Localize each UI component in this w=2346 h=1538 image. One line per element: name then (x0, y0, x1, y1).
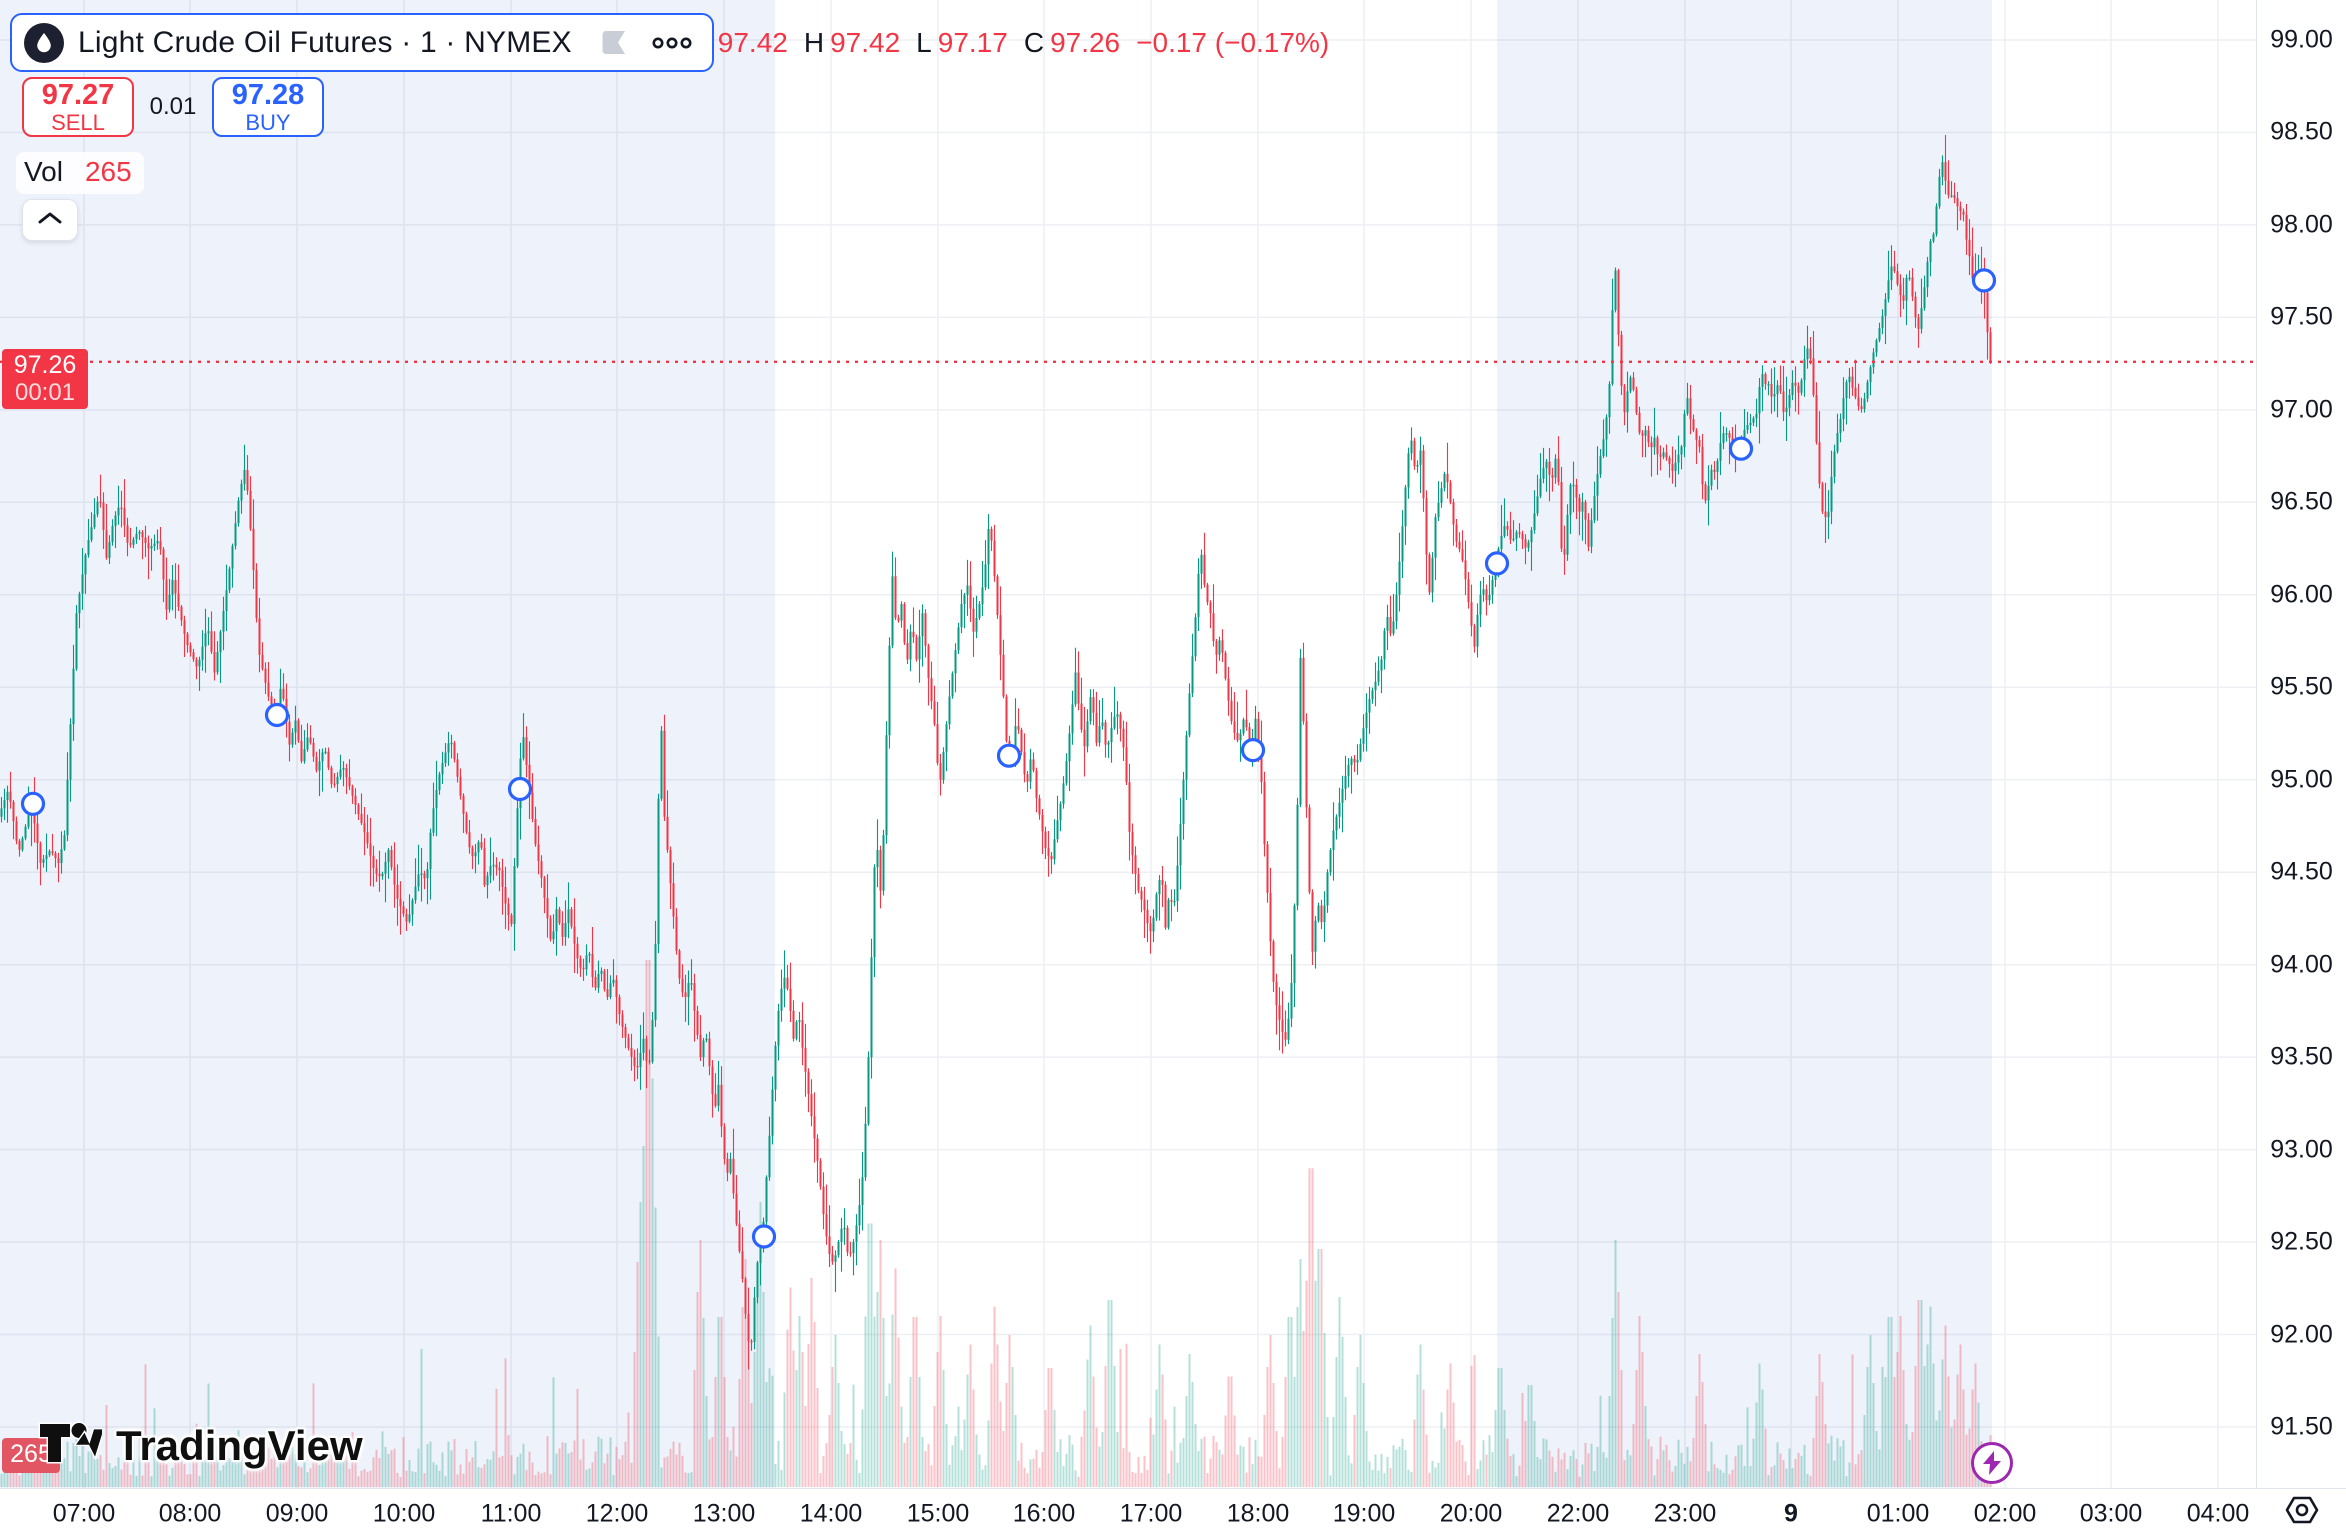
trade-marker[interactable] (751, 1224, 777, 1249)
close-value: 97.26 (1050, 27, 1121, 58)
sell-label: SELL (51, 109, 105, 135)
time-tick: 18:00 (1226, 1499, 1290, 1527)
price-tick: 99.00 (2270, 25, 2333, 54)
price-tick: 98.00 (2270, 210, 2333, 239)
trade-panel: 97.27 SELL 0.01 97.28 BUY (22, 77, 324, 137)
collapse-legend-button[interactable] (22, 199, 78, 241)
volume-value: 265 (84, 156, 132, 187)
trade-marker[interactable] (264, 702, 290, 728)
tradingview-wordmark: TradingView (116, 1421, 363, 1469)
trade-marker[interactable] (996, 743, 1022, 768)
bar-countdown: 00:01 (14, 378, 76, 406)
time-tick: 20:00 (1439, 1499, 1503, 1527)
buy-price: 97.28 (231, 79, 305, 112)
time-tick: 13:00 (692, 1499, 756, 1527)
price-tick: 94.00 (2270, 950, 2333, 979)
volume-study-legend[interactable]: Vol 265 (16, 152, 144, 194)
sell-button[interactable]: 97.27 SELL (22, 77, 134, 137)
price-tick: 96.00 (2270, 580, 2333, 609)
time-tick: 16:00 (1012, 1499, 1076, 1527)
gear-icon[interactable] (2282, 1490, 2322, 1535)
time-tick: 11:00 (480, 1499, 542, 1527)
time-axis[interactable]: 07:00 08:00 09:00 10:00 11:00 12:00 13:00 14:00… (0, 1488, 2346, 1538)
time-tick: 01:00 (1866, 1499, 1930, 1527)
close-label: C (1023, 27, 1045, 58)
price-tick: 93.50 (2270, 1042, 2333, 1071)
price-tick: 96.50 (2270, 487, 2333, 516)
more-options-icon[interactable] (652, 36, 692, 50)
high-label: H (803, 27, 825, 58)
time-tick: 17:00 (1119, 1499, 1183, 1527)
time-tick: 02:00 (1973, 1499, 2037, 1527)
trade-marker[interactable] (1728, 436, 1754, 461)
low-value: 97.17 (937, 27, 1008, 58)
spread-value: 0.01 (149, 93, 197, 120)
time-tick: 07:00 (52, 1499, 116, 1527)
flag-icon[interactable] (602, 30, 628, 55)
low-label: L (916, 27, 932, 58)
open-value: 97.42 (717, 27, 788, 58)
buy-label: BUY (245, 109, 291, 135)
volume-axis-badge: 265 (2, 1438, 60, 1473)
price-tick: 92.50 (2270, 1227, 2333, 1256)
trade-marker[interactable] (1484, 551, 1510, 576)
high-value: 97.42 (830, 27, 901, 58)
time-tick: 22:00 (1546, 1499, 1610, 1527)
volume-label: Vol (24, 156, 63, 187)
price-tick: 97.50 (2270, 302, 2333, 331)
sell-price: 97.27 (41, 79, 115, 112)
price-tick: 97.00 (2270, 395, 2333, 424)
price-tick: 91.50 (2270, 1412, 2333, 1441)
trade-marker[interactable] (1240, 737, 1266, 763)
candlestick-chart[interactable] (0, 0, 2256, 1488)
time-tick: 03:00 (2079, 1499, 2143, 1527)
time-tick: 19:00 (1332, 1499, 1396, 1527)
time-tick: 23:00 (1653, 1499, 1717, 1527)
time-tick: 14:00 (799, 1499, 863, 1527)
price-tick: 95.00 (2270, 765, 2333, 794)
trade-marker[interactable] (507, 776, 533, 802)
time-tick: 10:00 (372, 1499, 436, 1527)
time-tick: 12:00 (585, 1499, 649, 1527)
price-tick: 98.50 (2270, 117, 2333, 146)
price-tick: 95.50 (2270, 672, 2333, 701)
tradingview-logo[interactable]: TradingView (38, 1420, 363, 1471)
time-tick: 08:00 (158, 1499, 222, 1527)
symbol-title: Light Crude Oil Futures · 1 · NYMEX (78, 25, 572, 59)
price-tick: 92.00 (2270, 1320, 2333, 1348)
symbol-legend[interactable]: Light Crude Oil Futures · 1 · NYMEX (10, 13, 714, 72)
tradingview-mark-icon (38, 1420, 106, 1471)
price-axis[interactable]: 99.00 98.50 98.00 97.50 97.00 96.50 96.00 95.50… (2256, 0, 2346, 1488)
price-tick: 94.50 (2270, 857, 2333, 886)
change-value: −0.17 (−0.17%) (1136, 27, 1330, 58)
lightning-bolt-icon[interactable] (1971, 1442, 2013, 1484)
buy-button[interactable]: 97.28 BUY (212, 77, 324, 137)
time-tick: 04:00 (2186, 1499, 2250, 1527)
current-price-badge: 97.26 00:01 (2, 348, 88, 409)
trade-marker[interactable] (20, 791, 46, 816)
price-tick: 93.00 (2270, 1135, 2333, 1164)
trade-marker[interactable] (1971, 268, 1997, 293)
chevron-up-icon (37, 210, 63, 231)
time-tick: 09:00 (265, 1499, 329, 1527)
oil-drop-icon (24, 22, 64, 63)
current-price-value: 97.26 (13, 350, 77, 379)
time-tick: 15:00 (906, 1499, 970, 1527)
time-tick: 9 (1784, 1499, 1798, 1527)
